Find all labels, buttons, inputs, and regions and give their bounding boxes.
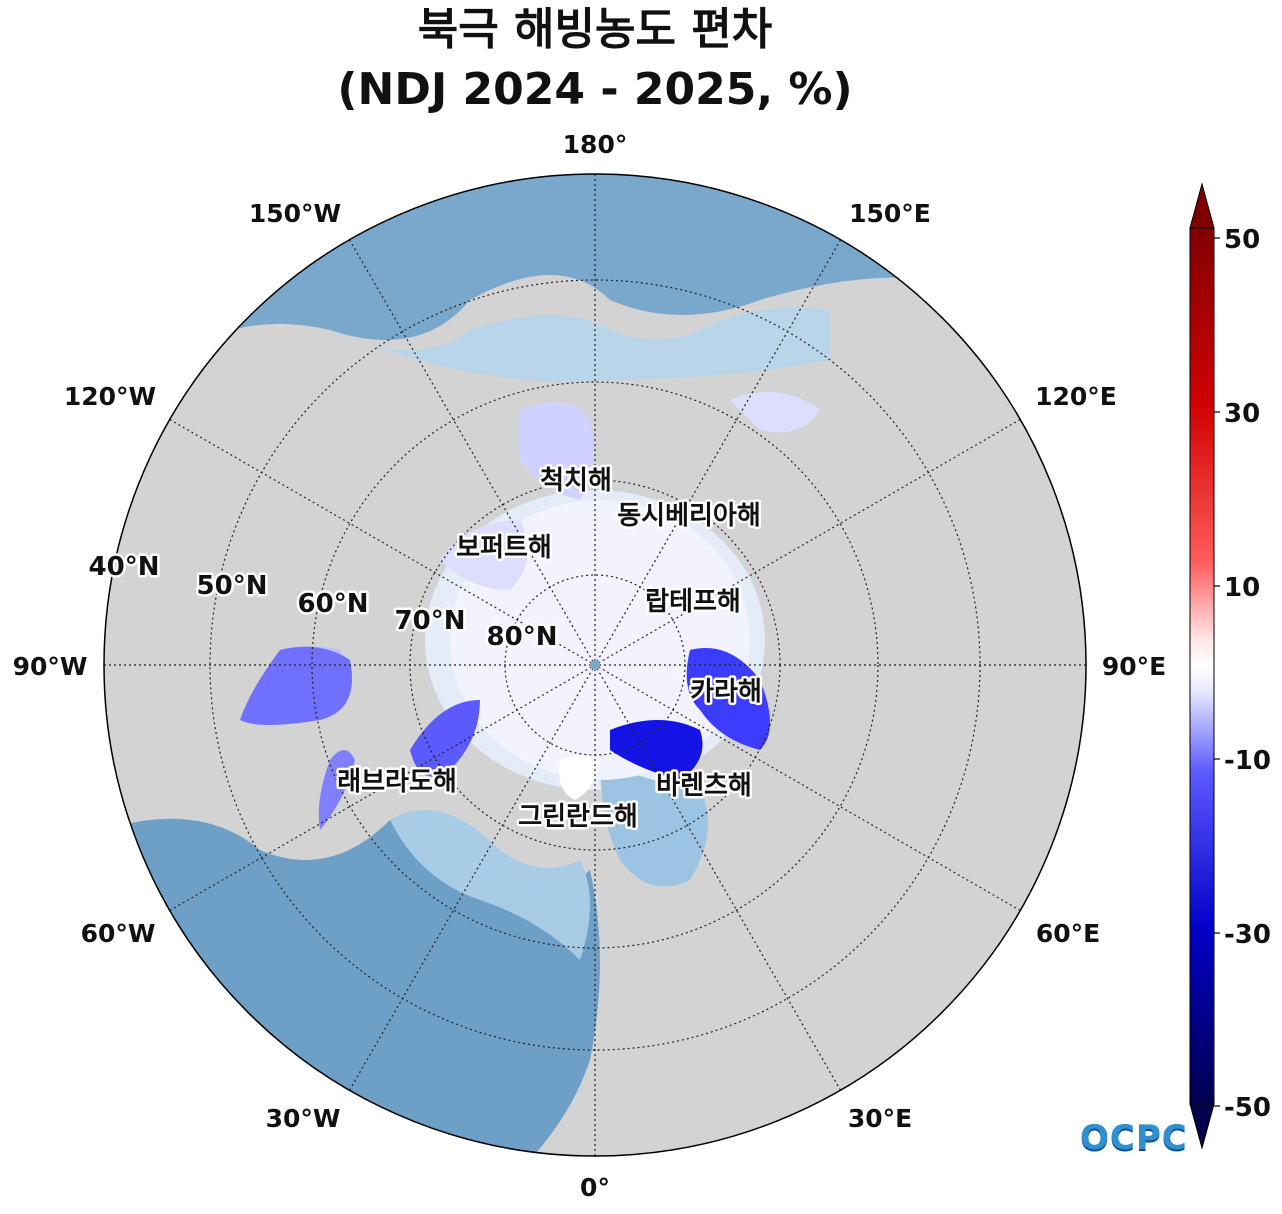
chukchi-sea-label: 척치해	[540, 466, 612, 496]
lon-label-30w: 30°W	[266, 1104, 341, 1133]
labrador-sea-label: 래브라도해	[337, 767, 457, 797]
lat-label-40n: 40°N	[89, 552, 160, 582]
lon-label-0: 0°	[580, 1173, 610, 1202]
lon-label-90e: 90°E	[1102, 652, 1166, 681]
laptev-sea-label: 랍테프해	[645, 587, 741, 617]
chukchi-anomaly	[520, 402, 594, 500]
title-line-2: (NDJ 2024 - 2025, %)	[337, 64, 853, 115]
bering-shelf	[330, 307, 830, 382]
lon-label-60w: 60°W	[81, 919, 156, 948]
colorbar-tick-30: 30	[1224, 399, 1260, 429]
east-siberian-sea-label: 동시베리아해	[617, 501, 761, 531]
lat-label-80n: 80°N	[487, 622, 558, 652]
lon-label-150w: 150°W	[249, 199, 341, 228]
anomaly-layer	[240, 392, 820, 830]
lon-label-60e: 60°E	[1036, 919, 1100, 948]
lon-label-150e: 150°E	[849, 199, 931, 228]
baffin-anomaly	[410, 700, 480, 777]
colorbar-gradient	[1189, 227, 1215, 1105]
title-line-1: 북극 해빙농도 편차	[417, 4, 773, 55]
map-boundary	[103, 173, 1087, 1157]
greenland-sea-shelf	[390, 810, 590, 960]
sea-region-labels: 척치해 동시베리아해 보퍼트해 랍테프해 카라해 바렌츠해 그린란드해 래브라도…	[335, 464, 765, 835]
greenland-sea-label: 그린란드해	[518, 802, 638, 832]
colorbar: 50 30 10 -10 -30 -50	[1189, 182, 1271, 1150]
lon-label-120e: 120°E	[1035, 382, 1117, 411]
colorbar-tick-neg30: -30	[1224, 920, 1271, 950]
barents-anomaly	[610, 720, 703, 780]
map-title: 북극 해빙농도 편차 (NDJ 2024 - 2025, %)	[0, 0, 1190, 120]
ocpc-logo: OCPC	[1080, 1118, 1188, 1158]
hudson-anomaly	[240, 646, 352, 725]
labrador-anomaly	[318, 750, 355, 830]
east-siberian-coast-anomaly	[730, 392, 820, 433]
lon-label-90w: 90°W	[13, 652, 88, 681]
beaufort-sea-label: 보퍼트해	[456, 533, 552, 563]
colorbar-tick-50: 50	[1224, 225, 1260, 255]
lon-label-180: 180°	[563, 130, 628, 159]
lat-label-70n: 70°N	[395, 606, 466, 636]
longitude-labels: 180° 150°E 120°E 90°E 60°E 30°E 0° 30°W …	[13, 130, 1167, 1202]
barents-sea-label: 바렌츠해	[656, 771, 752, 801]
greenland-white	[559, 755, 600, 800]
kara-sea-label: 카라해	[690, 677, 762, 707]
kara-anomaly	[686, 648, 770, 750]
latitude-labels: 40°N 50°N 60°N 70°N 80°N	[86, 550, 560, 655]
colorbar-tick-10: 10	[1224, 573, 1260, 603]
lat-label-50n: 50°N	[197, 571, 268, 601]
barents-sea-water	[600, 760, 708, 887]
pole-marker	[590, 660, 600, 670]
colorbar-extend-min	[1189, 1103, 1215, 1150]
colorbar-tick-neg10: -10	[1224, 746, 1271, 776]
central-ice-anomaly	[450, 500, 750, 780]
lat-label-60n: 60°N	[298, 589, 369, 619]
lat-60-circle	[311, 381, 879, 949]
beaufort-anomaly	[440, 520, 528, 590]
colorbar-extend-max	[1189, 182, 1215, 229]
lon-label-120w: 120°W	[64, 382, 156, 411]
lon-label-30e: 30°E	[848, 1104, 912, 1133]
colorbar-tick-neg50: -50	[1224, 1093, 1271, 1123]
